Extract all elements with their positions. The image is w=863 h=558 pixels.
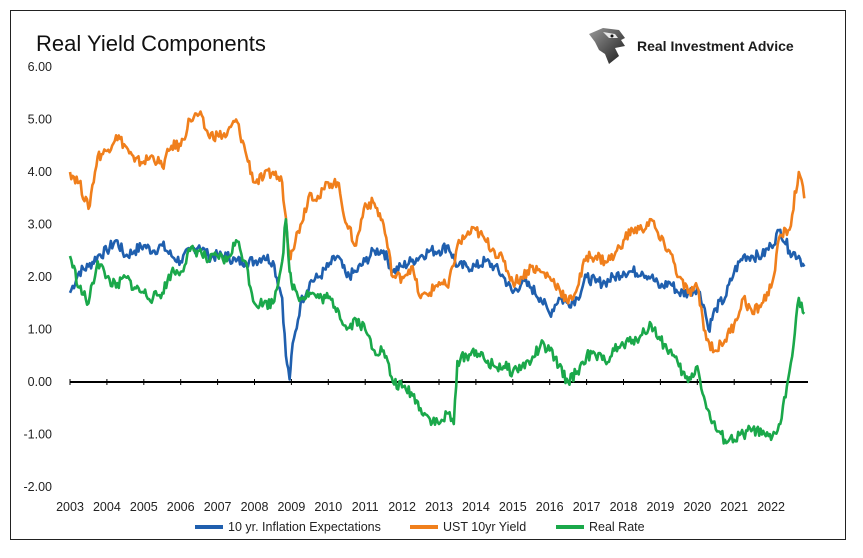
x-tick-label: 2018 (610, 500, 638, 514)
x-axis-ticks: 2003 2004 2005 2006 2007 2008 2009 2010 2011 2012… (56, 379, 785, 514)
y-tick-label: 0.00 (28, 375, 52, 389)
legend-label: UST 10yr Yield (443, 520, 526, 534)
x-tick-label: 2015 (499, 500, 527, 514)
series-lines (68, 110, 806, 445)
series-line-2 (68, 110, 806, 354)
y-tick-label: 1.00 (28, 323, 52, 337)
brand-logo: Real Investment Advice (585, 24, 794, 68)
eagle-head-icon (589, 28, 625, 64)
chart-frame (10, 10, 846, 540)
y-tick-label: 4.00 (28, 165, 52, 179)
x-tick-label: 2008 (241, 500, 269, 514)
x-tick-label: 2006 (167, 500, 195, 514)
x-tick-label: 2020 (683, 500, 711, 514)
y-tick-label: 5.00 (28, 113, 52, 127)
legend-label: Real Rate (589, 520, 645, 534)
x-tick-label: 2007 (204, 500, 232, 514)
x-tick-label: 2010 (314, 500, 342, 514)
legend-label: 10 yr. Inflation Expectations (228, 520, 381, 534)
x-tick-label: 2004 (93, 500, 121, 514)
series-line-3 (68, 218, 806, 445)
chart-title: Real Yield Components (36, 31, 266, 56)
x-tick-label: 2022 (757, 500, 785, 514)
x-tick-label: 2017 (573, 500, 601, 514)
y-tick-label: 3.00 (28, 218, 52, 232)
x-tick-label: 2021 (720, 500, 748, 514)
y-axis-ticks: 6.00 5.00 4.00 3.00 2.00 1.00 0.00 -1.00 -2.00 (24, 60, 53, 494)
series-line-1 (68, 228, 806, 381)
y-tick-label: -1.00 (24, 428, 53, 442)
legend: 10 yr. Inflation Expectations UST 10yr Yi… (195, 520, 645, 534)
x-tick-label: 2013 (425, 500, 453, 514)
y-tick-label: 2.00 (28, 270, 52, 284)
x-tick-label: 2012 (388, 500, 416, 514)
x-tick-label: 2019 (646, 500, 674, 514)
brand-name: Real Investment Advice (637, 38, 794, 54)
x-tick-label: 2003 (56, 500, 84, 514)
x-tick-label: 2009 (277, 500, 305, 514)
x-tick-label: 2011 (352, 500, 379, 514)
x-tick-label: 2005 (130, 500, 158, 514)
x-tick-label: 2016 (536, 500, 564, 514)
y-tick-label: -2.00 (24, 480, 53, 494)
x-tick-label: 2014 (462, 500, 490, 514)
y-tick-label: 6.00 (28, 60, 52, 74)
